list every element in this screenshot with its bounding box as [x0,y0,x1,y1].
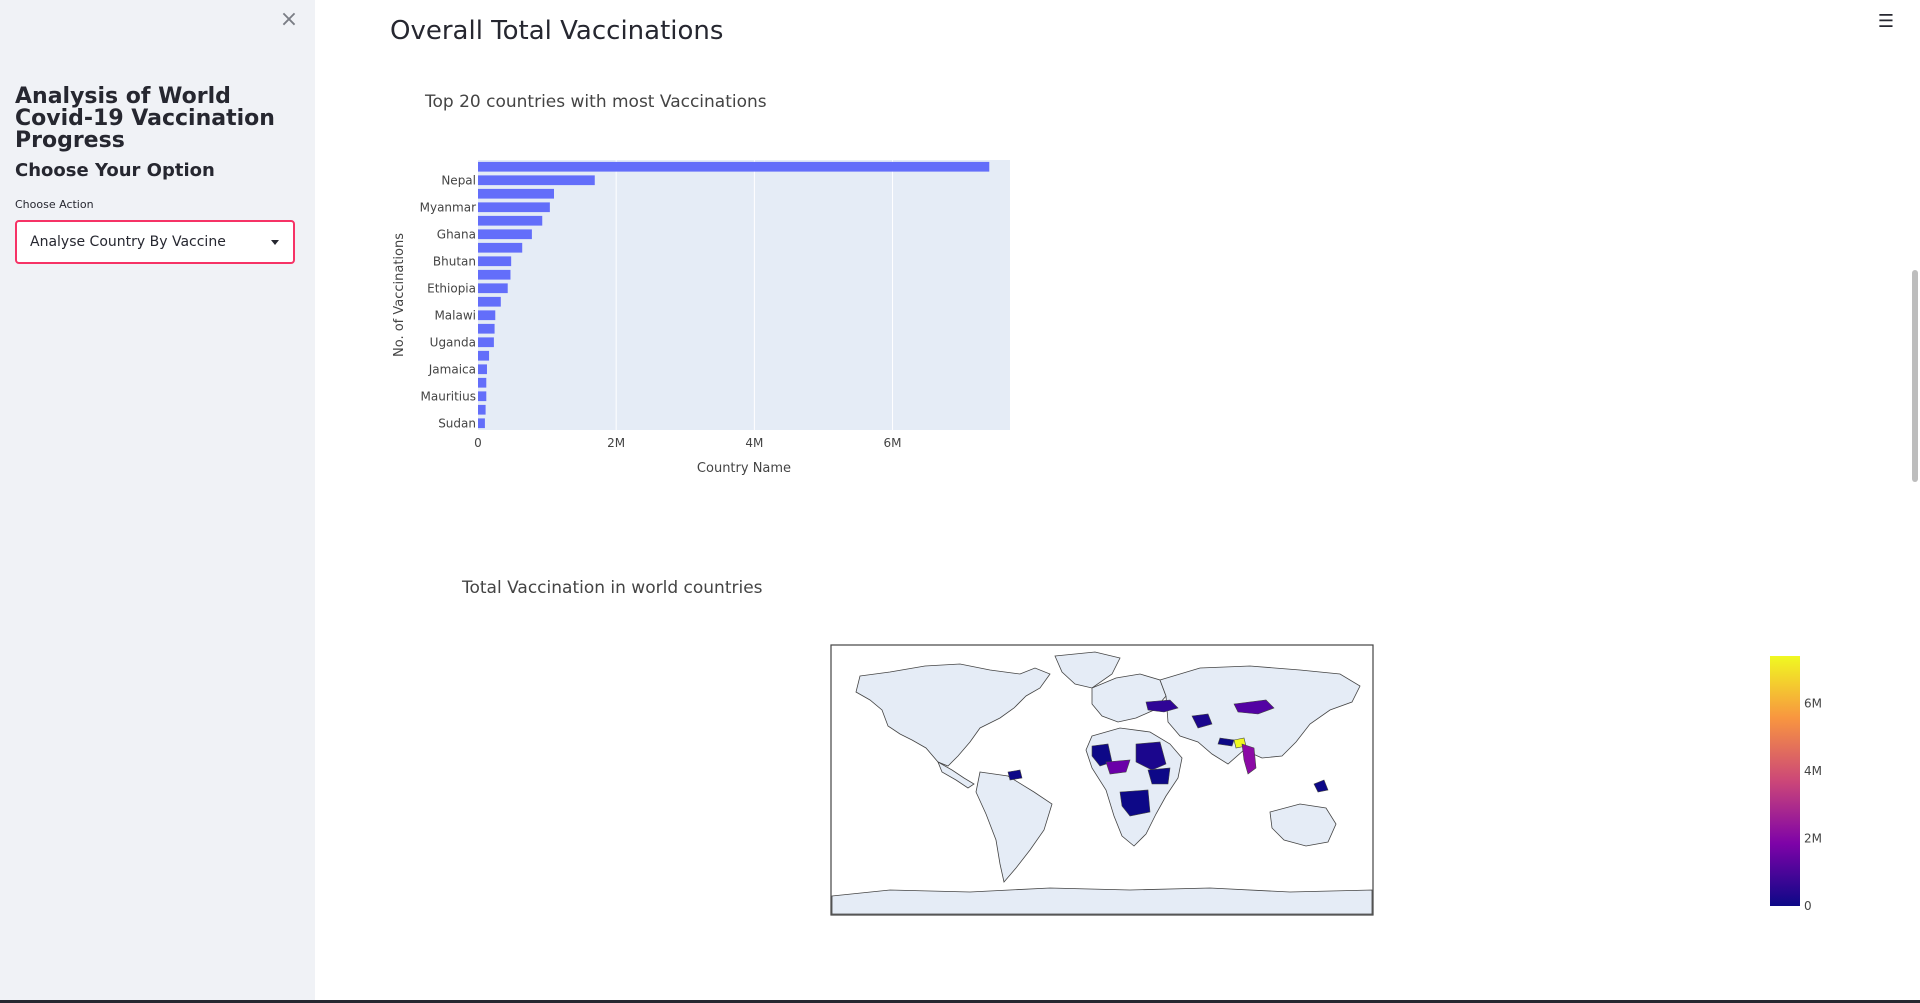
y-tick-label: Bhutan [433,254,476,268]
bar [478,418,485,429]
bar [478,377,487,388]
bottom-border [0,1000,1920,1003]
country-shape [1119,789,1151,817]
colorbar-ticks: 0 2M 4M 6M [1804,696,1822,913]
country-shape [1217,737,1235,747]
south-america-shape [975,771,1053,883]
scrollbar-thumb[interactable] [1912,270,1918,482]
bar [478,269,511,280]
y-tick-label: Jamaica [428,362,476,376]
antarctica-shape [831,887,1373,915]
x-axis-title: Country Name [697,461,791,476]
colorbar-tick-label: 6M [1804,696,1822,710]
north-america-shape [855,663,1051,767]
map-land [831,651,1373,915]
bar [478,161,990,172]
y-axis-title: No. of Vaccinations [392,233,407,357]
map-highlighted-countries [1007,699,1329,817]
y-tick-label: Ghana [437,227,476,241]
x-tick-label: 2M [607,436,625,450]
map-colorbar: 0 2M 4M 6M [1770,656,1822,913]
greenland-shape [1054,651,1121,689]
x-tick-label: 4M [745,436,763,450]
bar [478,337,494,348]
country-shape [1105,759,1131,775]
bar [478,364,487,375]
country-shape [1145,699,1179,713]
y-tick-label: Sudan [438,416,476,430]
world-map [830,644,1374,916]
colorbar-tick-label: 0 [1804,899,1812,913]
country-shape [1233,699,1275,715]
asia-shape [1159,665,1361,765]
bar [478,215,543,226]
plot-background [478,160,1010,430]
colorbar-tick-label: 2M [1804,831,1822,845]
app-title: Analysis of World Covid-19 Vaccination P… [15,84,275,153]
bar [478,175,595,186]
sidebar: × Analysis of World Covid-19 Vaccination… [0,0,315,1000]
y-tick-label: Myanmar [420,200,476,214]
bar [478,256,512,267]
hamburger-menu-icon[interactable]: ☰ [1877,11,1895,32]
country-shape [1191,713,1213,729]
country-shape [1091,743,1113,767]
bar [478,404,486,415]
bar [478,242,523,253]
bar-chart: 0 2M 4M 6M Nepal Myanmar Ghana Bhutan Ethiopia Ma… [392,160,1010,476]
map-chart-title: Total Vaccination in world countries [462,578,763,598]
colorbar-gradient [1770,656,1800,906]
chevron-down-icon [271,240,279,245]
select-value: Analyse Country By Vaccine [30,234,226,250]
colorbar-tick-label: 4M [1804,764,1822,778]
bar [478,350,490,361]
country-shape [1313,779,1329,793]
x-tick-label: 6M [884,436,902,450]
select-label: Choose Action [15,198,94,211]
bar [478,229,532,240]
y-tick-label: Malawi [434,308,476,322]
country-shape [1135,741,1167,771]
page-title: Overall Total Vaccinations [390,16,724,46]
x-tick-label: 0 [474,436,482,450]
action-select[interactable]: Analyse Country By Vaccine [15,220,295,264]
bar [478,202,550,213]
country-shape [1007,769,1023,781]
bar [478,283,508,294]
australia-shape [1269,803,1337,847]
bar [478,391,487,402]
option-heading: Choose Your Option [15,160,215,181]
bar [478,188,554,199]
bar [478,310,496,321]
y-tick-label: Ethiopia [427,281,476,295]
bar-chart-title: Top 20 countries with most Vaccinations [425,92,767,112]
central-america-shape [937,761,975,789]
bar [478,323,495,334]
y-tick-label: Nepal [441,173,476,187]
country-shape [1241,743,1257,775]
y-tick-label: Mauritius [421,389,476,403]
bar [478,296,501,307]
y-tick-label: Uganda [430,335,476,349]
close-icon[interactable]: × [279,7,299,32]
country-shape [1147,767,1171,785]
